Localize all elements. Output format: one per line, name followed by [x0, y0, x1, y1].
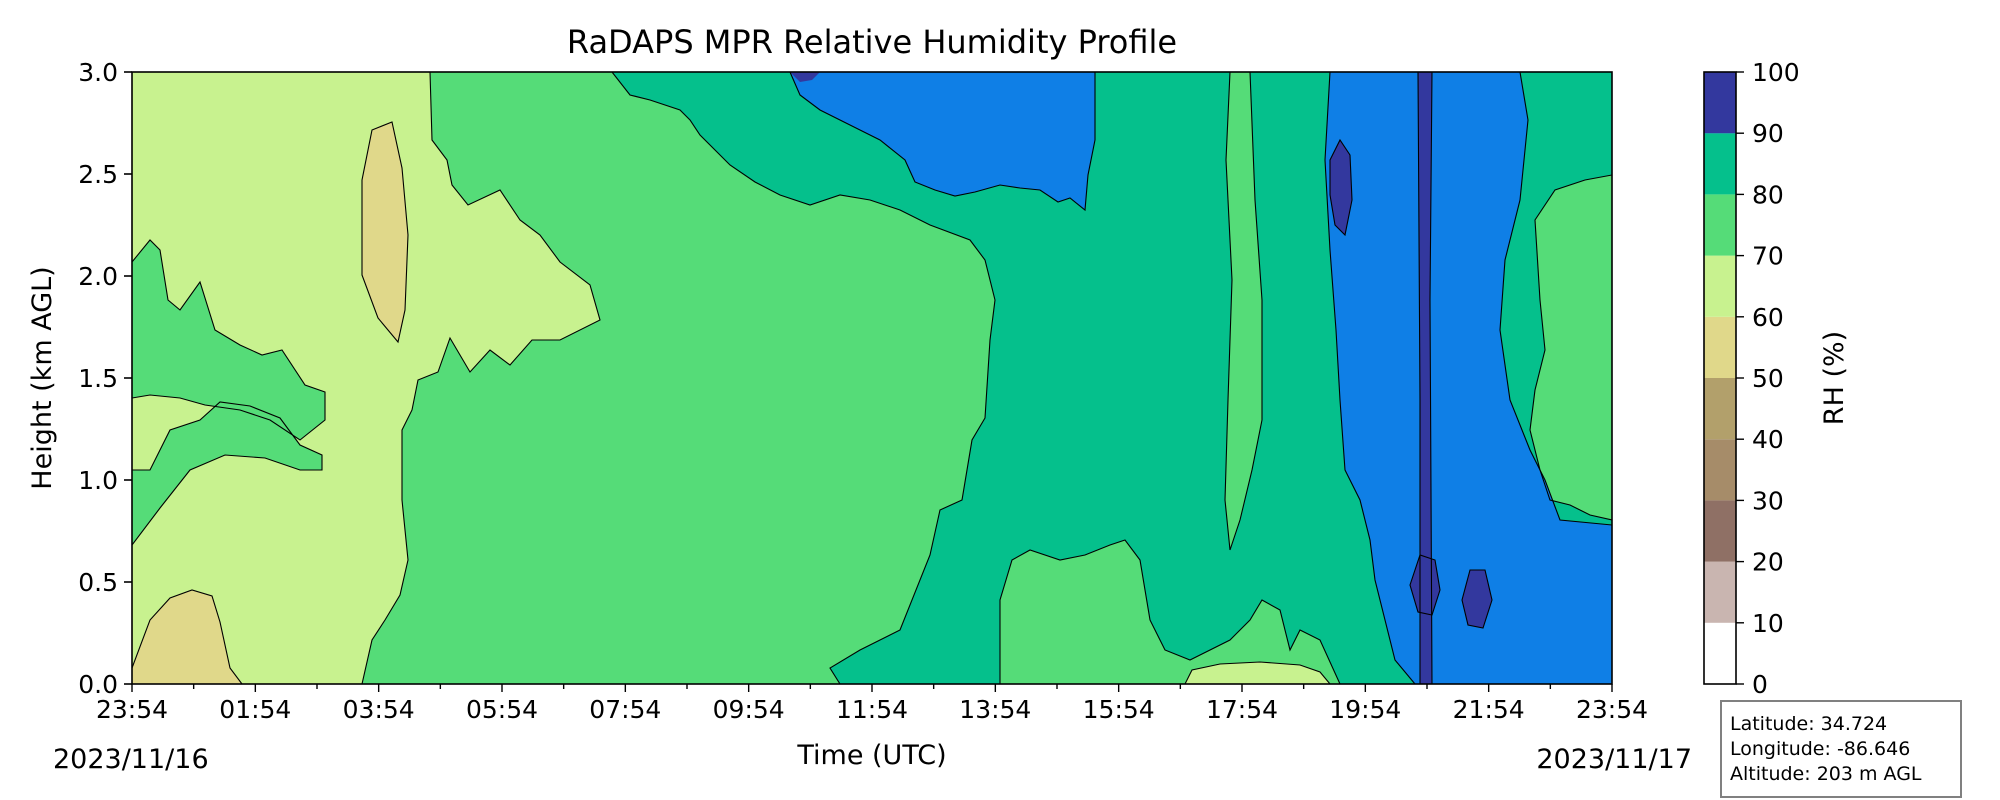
x-tick-label: 15:54 [1083, 695, 1155, 724]
colorbar-band [1704, 439, 1736, 501]
x-tick-label: 17:54 [1206, 695, 1278, 724]
x-tick-label: 09:54 [713, 695, 785, 724]
contour-line-70-main [611, 72, 996, 684]
field-60-70-right-mid [1225, 72, 1262, 550]
plot-area: 0.0 0.5 1.0 1.5 2.0 2.5 3.0 23:54 01:54 03:54 05:… [78, 58, 1648, 724]
latitude-text: Latitude: 34.724 [1730, 713, 1888, 735]
colorbar-band [1704, 194, 1736, 256]
colorbar-band [1704, 316, 1736, 378]
x-tick-label: 07:54 [589, 695, 661, 724]
contour-line-60-upper-left [132, 239, 326, 441]
x-tick-label: 11:54 [836, 695, 908, 724]
x-tick-label: 23:54 [1576, 695, 1648, 724]
chart-title: RaDAPS MPR Relative Humidity Profile [567, 23, 1177, 61]
colorbar-tick-label: 50 [1752, 364, 1784, 393]
x-tick-label: 13:54 [959, 695, 1031, 724]
field-90-100-column [1418, 72, 1432, 684]
colorbar-band [1704, 622, 1736, 684]
y-tick-label: 1.0 [78, 466, 118, 495]
colorbar-tick-label: 70 [1752, 242, 1784, 271]
field-60-70-right-upper [1530, 175, 1612, 520]
x-tick-label: 21:54 [1453, 695, 1525, 724]
x-tick-label: 05:54 [466, 695, 538, 724]
colorbar-tick-label: 60 [1752, 303, 1784, 332]
altitude-text: Altitude: 203 m AGL [1730, 763, 1922, 785]
station-info-box: Latitude: 34.724 Longitude: -86.646 Alti… [1720, 700, 1962, 798]
contour-line-80-right [1324, 72, 1416, 684]
colorbar-tick-label: 80 [1752, 180, 1784, 209]
colorbar: 0 10 20 30 40 50 60 70 80 90 100 [1703, 58, 1800, 699]
contour-line-80-right-edge [1499, 72, 1612, 526]
contour-line-90-column [1417, 72, 1433, 684]
field-60-70-upper-left [132, 240, 325, 440]
rh-contour-fields [132, 72, 1612, 684]
field-60-70-lower-left [132, 402, 322, 545]
end-date-label: 2023/11/17 [1536, 744, 1692, 775]
x-axis: 23:54 01:54 03:54 05:54 07:54 09:54 11:54 13:54… [96, 684, 1648, 724]
colorbar-tick-label: 20 [1752, 548, 1784, 577]
start-date-label: 2023/11/16 [53, 744, 209, 775]
colorbar-band [1704, 500, 1736, 562]
contour-line-60-surface-patch [1184, 661, 1331, 684]
y-axis-label: Height (km AGL) [27, 266, 58, 489]
contour-line-50-aloft [361, 121, 409, 344]
y-tick-label: 1.5 [78, 364, 118, 393]
colorbar-tick-label: 90 [1752, 119, 1784, 148]
contour-line-70-right-upper [1529, 174, 1612, 521]
colorbar-band [1704, 72, 1736, 134]
field-80-90-upper [790, 72, 1095, 210]
y-tick-label: 2.0 [78, 262, 118, 291]
colorbar-tick-label: 100 [1752, 58, 1800, 87]
y-tick-label: 0.0 [78, 670, 118, 699]
y-tick-label: 0.5 [78, 568, 118, 597]
colorbar-band [1704, 378, 1736, 440]
longitude-text: Longitude: -86.646 [1730, 738, 1911, 760]
contour-line-60-left [361, 72, 601, 684]
colorbar-band [1704, 255, 1736, 317]
contour-line-80-upper [789, 72, 1096, 212]
field-50-60-surface-patch [1185, 662, 1330, 684]
field-90-100-lower-2 [1462, 570, 1492, 628]
field-40-50-aloft [362, 122, 408, 342]
y-axis: 0.0 0.5 1.0 1.5 2.0 2.5 3.0 [78, 58, 132, 699]
contour-line-50-near-surface [132, 589, 243, 684]
colorbar-tick-label: 30 [1752, 486, 1784, 515]
x-axis-label: Time (UTC) [796, 740, 946, 771]
contour-line-60-lower-left [132, 401, 323, 546]
x-tick-label: 23:54 [96, 695, 168, 724]
contour-lines [132, 72, 1612, 684]
field-80-90-right [1325, 72, 1612, 684]
contour-line-90-a [1329, 138, 1353, 237]
x-tick-label: 03:54 [343, 695, 415, 724]
y-tick-label: 2.5 [78, 160, 118, 189]
field-50-60-dry-layer [132, 72, 600, 684]
colorbar-band [1704, 561, 1736, 623]
x-tick-label: 19:54 [1329, 695, 1401, 724]
colorbar-label: RH (%) [1819, 331, 1850, 425]
colorbar-tick-label: 40 [1752, 425, 1784, 454]
field-90-100-upper-left [790, 72, 820, 82]
colorbar-tick-label: 0 [1752, 670, 1768, 699]
y-tick-label: 3.0 [78, 58, 118, 87]
x-tick-label: 01:54 [219, 695, 291, 724]
colorbar-band [1704, 133, 1736, 195]
field-90-100-upper-right [1330, 140, 1352, 235]
contour-line-70-right-mid [1224, 72, 1263, 551]
colorbar-tick-label: 10 [1752, 609, 1784, 638]
field-40-50-near-surface [132, 590, 242, 684]
field-60-70-mid-column [1000, 540, 1340, 684]
contour-line-70-mid-column [999, 539, 1341, 684]
contour-line-90-c [1461, 569, 1493, 629]
